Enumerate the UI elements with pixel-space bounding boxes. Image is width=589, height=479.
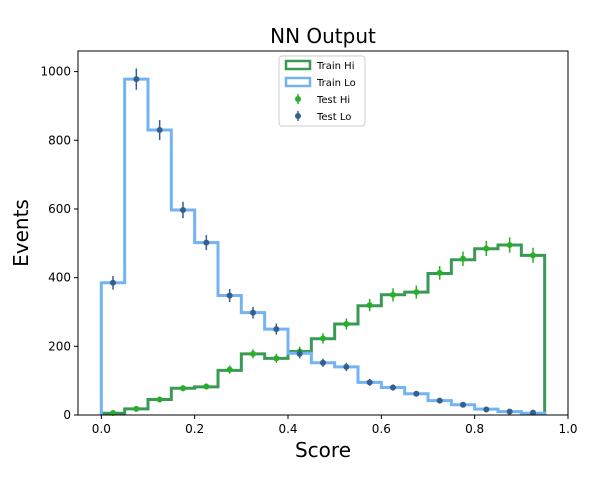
y-tick-label: 600 xyxy=(48,202,71,216)
data-point-test-lo xyxy=(436,397,443,404)
data-point-test-hi xyxy=(250,350,256,357)
data-point-test-hi xyxy=(460,255,466,262)
data-point-test-lo xyxy=(483,406,490,413)
data-point-test-lo xyxy=(180,206,186,213)
plot-frame xyxy=(77,50,569,416)
data-point-test-lo xyxy=(530,409,536,416)
chart-title: NN Output xyxy=(270,24,376,48)
data-point-test-lo xyxy=(203,239,210,246)
data-point-test-hi xyxy=(133,405,140,412)
y-tick-label: 200 xyxy=(48,339,71,353)
y-tick-label: 0 xyxy=(63,408,71,422)
x-axis: 0.0 0.2 0.4 0.6 0.8 1.0 xyxy=(92,415,578,436)
data-point-test-lo xyxy=(156,126,163,133)
data-point-test-hi xyxy=(436,269,443,276)
legend-label-test-lo: Test Lo xyxy=(316,112,351,123)
data-point-test-lo xyxy=(343,363,350,370)
legend-box xyxy=(278,55,366,127)
data-point-test-lo xyxy=(110,279,116,286)
y-axis-title: Events xyxy=(9,199,33,267)
data-point-test-lo xyxy=(320,359,326,366)
series-line-train-hi xyxy=(99,243,547,415)
legend-swatch-train-hi xyxy=(284,59,312,71)
data-point-test-hi xyxy=(320,335,326,342)
data-point-test-hi xyxy=(506,242,513,249)
data-point-test-lo xyxy=(460,401,466,408)
data-point-test-lo xyxy=(390,384,396,391)
y-tick-label: 1000 xyxy=(40,65,71,79)
data-point-test-hi xyxy=(390,291,396,298)
y-tick-label: 800 xyxy=(48,133,71,147)
x-tick-label: 0.6 xyxy=(372,422,391,436)
data-point-test-lo xyxy=(273,326,280,333)
data-point-test-hi xyxy=(366,302,373,309)
legend-marker-test-lo xyxy=(295,113,301,119)
data-point-test-lo xyxy=(366,379,373,386)
data-point-test-hi xyxy=(156,396,163,403)
data-point-test-hi xyxy=(483,245,490,252)
x-tick-label: 0.8 xyxy=(465,422,484,436)
data-point-test-hi xyxy=(110,409,116,416)
data-point-test-hi xyxy=(226,366,233,373)
legend-marker-test-hi xyxy=(295,96,301,102)
x-axis-title: Score xyxy=(295,438,351,462)
legend-swatch-train-lo xyxy=(284,76,312,88)
data-point-test-hi xyxy=(203,383,210,390)
y-tick-label: 400 xyxy=(48,271,71,285)
data-point-test-hi xyxy=(413,289,420,296)
data-point-test-hi xyxy=(180,385,186,392)
data-point-test-lo xyxy=(250,309,256,316)
data-point-test-lo xyxy=(133,76,140,83)
data-point-test-hi xyxy=(273,355,280,362)
data-point-test-lo xyxy=(506,408,513,415)
data-point-test-hi xyxy=(530,252,536,259)
x-tick-label: 1.0 xyxy=(558,422,577,436)
x-tick-label: 0.2 xyxy=(185,422,204,436)
data-point-test-hi xyxy=(343,321,350,327)
x-tick-label: 0.4 xyxy=(278,422,297,436)
legend-label-train-lo: Train Lo xyxy=(316,78,356,89)
plot-area xyxy=(99,68,547,416)
data-point-test-lo xyxy=(413,390,420,397)
legend-label-train-hi: Train Hi xyxy=(316,61,354,72)
x-tick-label: 0.0 xyxy=(92,422,111,436)
legend-label-test-hi: Test Hi xyxy=(316,95,350,106)
data-point-test-lo xyxy=(226,292,233,299)
data-point-test-lo xyxy=(296,350,303,357)
y-axis: 0 200 400 600 800 1000 xyxy=(40,65,78,422)
legend: Train Hi Train Lo Test Hi Test Lo xyxy=(278,55,366,127)
